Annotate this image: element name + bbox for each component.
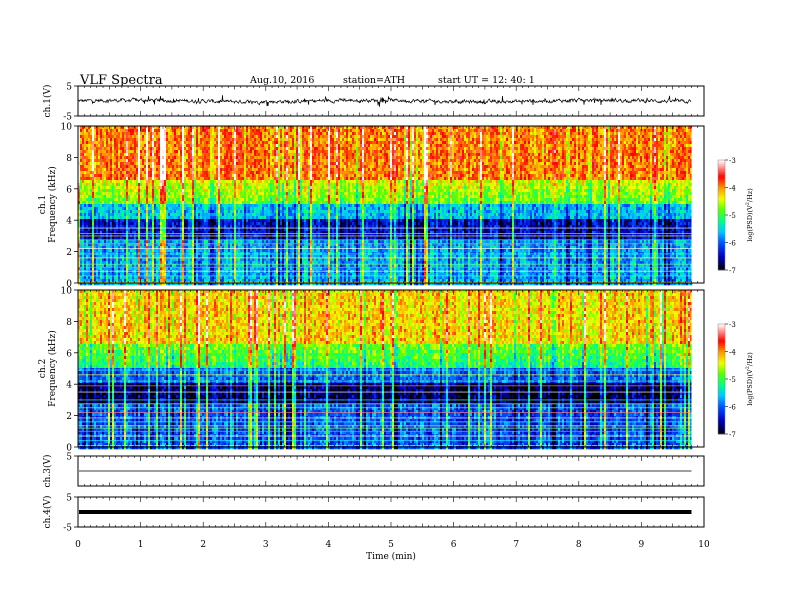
ch4-waveform-ytick-label: 5: [66, 494, 72, 504]
ch1-spectrogram-ytick-label: 2: [66, 248, 72, 258]
ch1-spectrogram-colorbar-label: log(PSD)(V2/Hz): [745, 188, 754, 242]
ch2-spectrogram-colorbar: [717, 323, 726, 435]
ch2-spectrogram-ytick-label: 0: [66, 444, 72, 454]
x-tick-label: 0: [75, 540, 81, 550]
ch3-waveform-ylabel: ch.3(V): [42, 455, 53, 488]
ch2-spectrogram-ytick-label: 6: [66, 349, 72, 359]
ch3-waveform-ytick-label: 5: [66, 453, 72, 463]
ch1-spectrogram-colorbar-tick-label: -6: [729, 240, 736, 248]
ch1-spectrogram-ytick-label: 6: [66, 185, 72, 195]
station-label: station=ATH: [343, 75, 405, 86]
ch1-spectrogram-colorbar-tick-label: -3: [729, 157, 736, 165]
ch1-waveform-series: [77, 95, 692, 107]
x-tick-label: 8: [576, 540, 582, 550]
ch2-spectrogram-ytick-label: 2: [66, 412, 72, 422]
x-tick-label: 9: [639, 540, 645, 550]
ch1-spectrogram-ytick-label: 8: [66, 154, 72, 164]
ch1-spectrogram-ytick-label: 0: [66, 280, 72, 290]
ch1-spectrogram-colorbar-tick-label: -5: [729, 212, 736, 220]
x-tick-label: 10: [698, 540, 710, 550]
ch2-spectrogram-ylabel: ch.2: [38, 359, 48, 378]
x-tick-label: 7: [513, 540, 519, 550]
ch1-spectrogram-ylabel: ch.1: [38, 195, 48, 214]
ch1-waveform-ylabel: ch.1(V): [42, 85, 53, 118]
ch2-spectrogram-ytick-label: 10: [61, 287, 73, 297]
ch2-spectrogram-colorbar-tick-label: -7: [729, 431, 736, 439]
figure-title: VLF Spectra: [80, 73, 163, 88]
ch2-spectrogram-colorbar-tick-label: -3: [729, 321, 736, 329]
date-label: Aug.10, 2016: [250, 75, 314, 86]
x-tick-label: 5: [388, 540, 394, 550]
ch4-waveform-ylabel: ch.4(V): [42, 496, 53, 529]
ch1-waveform-ytick-label: -5: [63, 113, 72, 123]
ch2-spectrogram-colorbar-tick-label: -6: [729, 404, 736, 412]
x-tick-label: 1: [138, 540, 144, 550]
ch1-spectrogram-colorbar-tick-label: -7: [729, 267, 736, 275]
x-tick-label: 3: [263, 540, 269, 550]
ch1-spectrogram-heatmap: [78, 126, 704, 286]
ch1-spectrogram-colorbar-tick-label: -4: [729, 185, 736, 193]
ch2-spectrogram-colorbar-tick-label: -5: [729, 376, 736, 384]
ch2-spectrogram-ylabel: Frequency (kHz): [47, 330, 58, 407]
x-tick-label: 6: [451, 540, 457, 550]
start-time-label: start UT = 12: 40: 1: [438, 75, 535, 86]
ch1-spectrogram-ytick-label: 10: [61, 123, 73, 133]
x-tick-label: 2: [200, 540, 206, 550]
ch1-waveform-ytick-label: 5: [66, 83, 72, 93]
ch4-waveform-ytick-label: -5: [63, 524, 72, 534]
ch1-spectrogram-ylabel: Frequency (kHz): [47, 166, 58, 243]
ch2-spectrogram-colorbar-label: log(PSD)(V2/Hz): [745, 352, 754, 406]
ch2-spectrogram-ytick-label: 4: [66, 381, 72, 391]
ch1-spectrogram-ytick-label: 4: [66, 217, 72, 227]
x-tick-label: 4: [326, 540, 332, 550]
ch2-spectrogram-ytick-label: 8: [66, 318, 72, 328]
ch2-spectrogram-colorbar-tick-label: -4: [729, 349, 736, 357]
ch1-spectrogram-colorbar: [717, 159, 726, 271]
x-axis-label: Time (min): [366, 551, 416, 562]
